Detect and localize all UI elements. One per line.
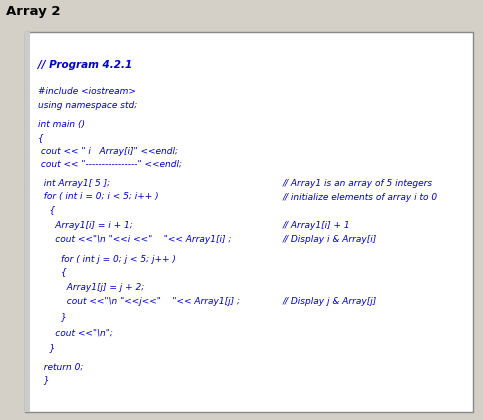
Text: int main (): int main () xyxy=(38,121,85,129)
Text: Array1[j] = j + 2;: Array1[j] = j + 2; xyxy=(38,284,144,292)
Text: for ( int j = 0; j < 5; j++ ): for ( int j = 0; j < 5; j++ ) xyxy=(38,255,176,263)
FancyBboxPatch shape xyxy=(25,32,30,412)
Text: cout <<"\n "<<j<<"    "<< Array1[j] ;: cout <<"\n "<<j<<" "<< Array1[j] ; xyxy=(38,297,240,305)
Text: // Array1[i] + 1: // Array1[i] + 1 xyxy=(283,221,351,231)
Text: {: { xyxy=(38,205,55,215)
Text: // Program 4.2.1: // Program 4.2.1 xyxy=(38,60,132,70)
Text: // initialize elements of array i to 0: // initialize elements of array i to 0 xyxy=(283,192,438,202)
Text: {: { xyxy=(38,268,67,276)
Text: int Array1[ 5 ];: int Array1[ 5 ]; xyxy=(38,179,110,189)
Text: }: } xyxy=(38,312,67,321)
FancyBboxPatch shape xyxy=(25,32,473,412)
Text: cout <<"\n "<<i <<"    "<< Array1[i] ;: cout <<"\n "<<i <<" "<< Array1[i] ; xyxy=(38,234,231,244)
Text: return 0;: return 0; xyxy=(38,362,84,372)
Text: cout <<"\n";: cout <<"\n"; xyxy=(38,328,113,338)
Text: // Display j & Array[j]: // Display j & Array[j] xyxy=(283,297,377,305)
Text: using namespace std;: using namespace std; xyxy=(38,100,137,110)
Text: // Display i & Array[i]: // Display i & Array[i] xyxy=(283,234,377,244)
Text: for ( int i = 0; i < 5; i++ ): for ( int i = 0; i < 5; i++ ) xyxy=(38,192,158,202)
Text: Array 2: Array 2 xyxy=(6,5,60,18)
Text: cout << " i   Array[i]" <<endl;: cout << " i Array[i]" <<endl; xyxy=(38,147,178,155)
Text: }: } xyxy=(38,344,55,352)
Text: #include <iostream>: #include <iostream> xyxy=(38,87,136,97)
Text: {: { xyxy=(38,134,44,142)
Text: Array1[i] = i + 1;: Array1[i] = i + 1; xyxy=(38,221,133,231)
Text: // Array1 is an array of 5 integers: // Array1 is an array of 5 integers xyxy=(283,179,433,189)
Text: }: } xyxy=(38,375,49,384)
Text: cout << "----------------" <<endl;: cout << "----------------" <<endl; xyxy=(38,160,182,168)
